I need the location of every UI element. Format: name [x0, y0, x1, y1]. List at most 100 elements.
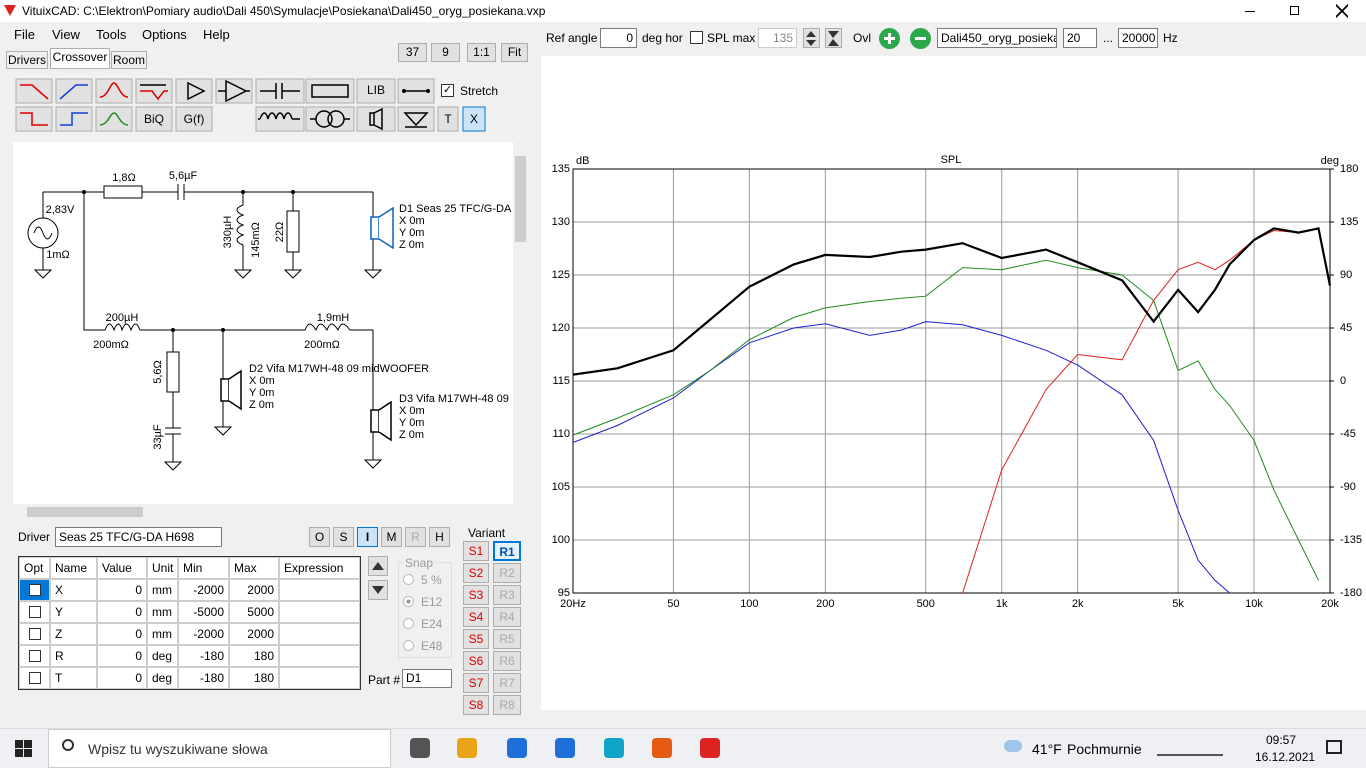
taskbar-app[interactable]: [507, 738, 527, 758]
table-cell[interactable]: deg: [147, 645, 178, 667]
variant-r-button[interactable]: R4: [493, 607, 521, 627]
taskbar-app[interactable]: [604, 738, 624, 758]
table-cell[interactable]: [279, 623, 360, 645]
variant-s-button[interactable]: S2: [463, 563, 489, 583]
opt-checkbox[interactable]: [29, 672, 41, 684]
variant-r-button[interactable]: R3: [493, 585, 521, 605]
table-cell[interactable]: -180: [178, 667, 229, 689]
variant-s-button[interactable]: S6: [463, 651, 489, 671]
table-cell[interactable]: mm: [147, 601, 178, 623]
variant-r-button[interactable]: R2: [493, 563, 521, 583]
spin[interactable]: [803, 28, 820, 48]
part-input[interactable]: D1: [402, 669, 452, 688]
gf-label[interactable]: G(f): [183, 112, 205, 126]
variant-s-button[interactable]: S4: [463, 607, 489, 627]
snap-radio[interactable]: [403, 640, 414, 651]
table-cell[interactable]: 2000: [229, 579, 279, 601]
mode-button[interactable]: M: [381, 527, 402, 547]
variant-s-button[interactable]: S8: [463, 695, 489, 715]
zoom-button[interactable]: Fit: [501, 43, 528, 62]
table-cell[interactable]: 0: [97, 579, 147, 601]
spl-max-input[interactable]: 135: [758, 28, 797, 48]
v-scroll-thumb[interactable]: [515, 156, 526, 242]
menu-item[interactable]: Options: [142, 27, 187, 42]
table-cell[interactable]: [279, 579, 360, 601]
snap-option[interactable]: E48: [421, 639, 443, 653]
table-cell[interactable]: R: [50, 645, 97, 667]
snap-radio[interactable]: [403, 574, 414, 585]
table-cell[interactable]: Z: [50, 623, 97, 645]
biq-label[interactable]: BiQ: [143, 112, 164, 126]
notifications[interactable]: [1326, 740, 1342, 754]
tab[interactable]: Drivers: [6, 51, 48, 69]
search-text[interactable]: Wpisz tu wyszukiwane słowa: [88, 741, 268, 757]
f-min-input[interactable]: 20: [1063, 28, 1097, 48]
opt-checkbox[interactable]: [29, 650, 41, 662]
table-cell[interactable]: -180: [178, 645, 229, 667]
mode-button[interactable]: O: [309, 527, 330, 547]
table-cell[interactable]: mm: [147, 623, 178, 645]
table-cell[interactable]: 5000: [229, 601, 279, 623]
opt-checkbox[interactable]: [29, 584, 41, 596]
add-overlay[interactable]: [879, 28, 900, 49]
table-cell[interactable]: T: [50, 667, 97, 689]
menu-item[interactable]: View: [52, 27, 80, 42]
table-cell[interactable]: X: [50, 579, 97, 601]
tray-icons[interactable]: [1157, 742, 1223, 756]
variant-s-button[interactable]: S1: [463, 541, 489, 561]
mode-button[interactable]: R: [405, 527, 426, 547]
snap-radio[interactable]: [403, 618, 414, 629]
variant-s-button[interactable]: S7: [463, 673, 489, 693]
ref-angle-input[interactable]: 0: [600, 28, 637, 48]
table-cell[interactable]: -2000: [178, 579, 229, 601]
table-cell[interactable]: mm: [147, 579, 178, 601]
table-cell[interactable]: 0: [97, 601, 147, 623]
variant-r-button[interactable]: R5: [493, 629, 521, 649]
zoom-button[interactable]: 1:1: [467, 43, 496, 62]
snap-radio[interactable]: [403, 596, 414, 607]
t-label[interactable]: T: [444, 112, 452, 126]
search-box[interactable]: [48, 729, 391, 768]
taskbar-app[interactable]: [457, 738, 477, 758]
table-cell[interactable]: -2000: [178, 623, 229, 645]
tab[interactable]: Crossover: [50, 48, 110, 69]
table-cell[interactable]: [279, 601, 360, 623]
spl-max-check[interactable]: [690, 31, 703, 44]
table-cell[interactable]: [279, 645, 360, 667]
table-cell[interactable]: 2000: [229, 623, 279, 645]
variant-r-button[interactable]: R7: [493, 673, 521, 693]
f-max-input[interactable]: 20000: [1118, 28, 1158, 48]
table-cell[interactable]: 180: [229, 645, 279, 667]
table-cell[interactable]: 0: [97, 667, 147, 689]
opt-checkbox[interactable]: [29, 606, 41, 618]
snap-option[interactable]: E12: [421, 595, 443, 609]
variant-s-button[interactable]: S3: [463, 585, 489, 605]
move-down[interactable]: [368, 580, 388, 600]
taskbar-app[interactable]: [700, 738, 720, 758]
menu-item[interactable]: Help: [203, 27, 230, 42]
x-label[interactable]: X: [469, 112, 478, 126]
taskbar-app[interactable]: [652, 738, 672, 758]
opt-checkbox[interactable]: [29, 628, 41, 640]
move-up[interactable]: [368, 556, 388, 576]
stretch-check[interactable]: ✓: [441, 84, 454, 97]
zoom-button[interactable]: 37: [398, 43, 427, 62]
minimize[interactable]: [1245, 11, 1255, 12]
mode-button[interactable]: H: [429, 527, 450, 547]
variant-r-button[interactable]: R8: [493, 695, 521, 715]
collapse[interactable]: [825, 28, 842, 48]
snap-option[interactable]: 5 %: [421, 573, 442, 587]
taskbar-app[interactable]: [555, 738, 575, 758]
table-cell[interactable]: -5000: [178, 601, 229, 623]
tab[interactable]: Room: [111, 51, 147, 69]
close[interactable]: [1336, 4, 1348, 18]
h-scroll-thumb[interactable]: [27, 507, 143, 517]
variant-r-button[interactable]: R6: [493, 651, 521, 671]
mode-button[interactable]: S: [333, 527, 354, 547]
maximize[interactable]: [1290, 6, 1299, 15]
stretch-label[interactable]: Stretch: [460, 84, 499, 98]
table-cell[interactable]: Y: [50, 601, 97, 623]
driver-select[interactable]: Seas 25 TFC/G-DA H698: [55, 527, 222, 547]
table-cell[interactable]: 0: [97, 623, 147, 645]
table-cell[interactable]: deg: [147, 667, 178, 689]
